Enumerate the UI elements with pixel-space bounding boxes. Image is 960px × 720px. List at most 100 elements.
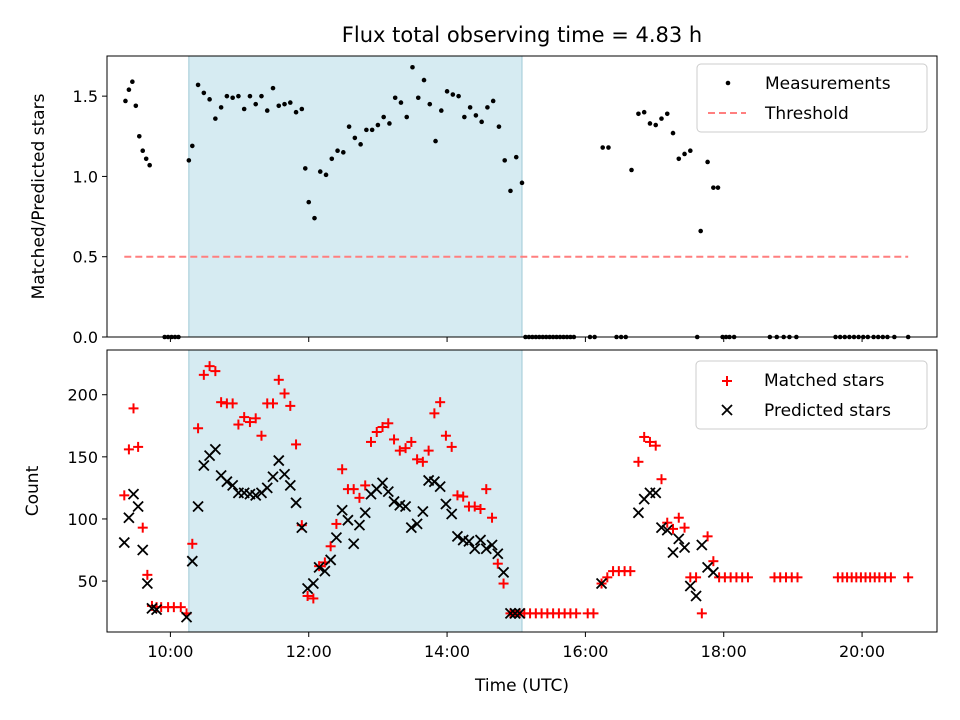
predicted-star-point	[661, 524, 673, 536]
measurement-point	[259, 93, 264, 99]
x-tick-label: 14:00	[424, 642, 470, 661]
measurement-point	[711, 185, 716, 190]
predicted-star-point	[474, 534, 487, 546]
matched-star-point	[331, 518, 342, 529]
measurement-point	[381, 114, 386, 120]
measurement-point	[369, 127, 375, 133]
legend-x-mark	[721, 404, 733, 416]
predicted-star-point	[595, 577, 608, 590]
matched-star-point	[256, 430, 267, 441]
matched-star-point	[193, 423, 204, 434]
matched-star-point	[691, 572, 702, 583]
matched-star-point	[469, 501, 480, 512]
matched-star-point	[210, 366, 221, 377]
measurement-point	[190, 143, 195, 149]
matched-star-point	[742, 572, 753, 583]
matched-star-point	[337, 464, 348, 475]
measurement-point	[293, 109, 299, 115]
legend-threshold-label: Threshold	[764, 104, 849, 124]
y-tick-label: 0.0	[73, 328, 98, 347]
matched-star-point	[216, 397, 227, 408]
measurement-point	[450, 92, 456, 97]
matched-star-point	[625, 566, 636, 577]
measurement-point	[473, 113, 479, 118]
measurement-point	[659, 116, 664, 121]
top-plot-frame	[106, 55, 938, 338]
matched-star-point	[498, 578, 509, 589]
y-tick-label: 1.5	[73, 87, 98, 106]
top-legend: Measurements Threshold	[696, 63, 928, 133]
measurement-point	[519, 180, 525, 186]
predicted-star-point	[250, 489, 262, 501]
matched-star-point	[123, 444, 134, 455]
predicted-star-point	[284, 479, 296, 492]
matched-star-point	[633, 456, 644, 467]
y-tick-label: 50	[78, 572, 98, 591]
x-tick-label: 10:00	[147, 642, 193, 661]
matched-star-point	[142, 569, 153, 580]
bottom-x-axis: 10:00 12:00 14:00 16:00 18:00 20:00	[147, 632, 885, 661]
measurement-point	[670, 130, 676, 136]
predicted-star-point	[451, 530, 464, 542]
predicted-star-point	[382, 485, 394, 498]
x-tick-label: 16:00	[562, 642, 608, 661]
measurement-point	[236, 93, 241, 99]
predicted-star-point	[632, 507, 645, 519]
measurement-point	[676, 156, 682, 162]
matched-star-point	[279, 388, 290, 399]
predicted-star-point	[480, 543, 492, 555]
predicted-star-point	[307, 577, 319, 590]
predicted-star-point	[463, 535, 475, 547]
predicted-star-point	[118, 536, 130, 549]
matched-star-point	[137, 522, 148, 533]
matched-star-point	[656, 474, 667, 485]
x-tick-label: 18:00	[701, 642, 747, 661]
measurement-point	[147, 162, 152, 168]
matched-star-point	[133, 441, 144, 452]
predicted-star-point	[336, 504, 348, 516]
measurement-point	[241, 106, 247, 112]
measurement-point	[186, 158, 192, 163]
measurement-point	[600, 145, 605, 150]
measurement-point	[456, 93, 461, 99]
predicted-star-point	[261, 482, 273, 494]
matched-star-point	[198, 369, 209, 380]
predicted-star-point	[127, 488, 140, 500]
measurement-point	[352, 135, 358, 141]
measurement-point	[264, 108, 270, 113]
predicted-star-point	[325, 554, 337, 566]
matched-star-point	[119, 490, 130, 501]
predicted-star-point	[186, 555, 198, 567]
matched-star-point	[679, 522, 690, 533]
measurement-point	[358, 142, 363, 147]
matched-star-point	[250, 413, 261, 424]
measurement-point	[398, 100, 404, 105]
measurement-point	[606, 145, 611, 150]
matched-star-point	[673, 512, 684, 523]
measurement-point	[404, 114, 410, 120]
matched-star-point	[377, 422, 388, 433]
predicted-star-point	[434, 481, 446, 493]
predicted-star-points	[118, 443, 719, 623]
predicted-star-point	[469, 543, 481, 555]
predicted-star-point	[330, 531, 343, 544]
predicted-star-point	[290, 497, 302, 509]
predicted-star-point	[417, 505, 429, 518]
measurement-point	[427, 101, 433, 107]
measurement-point	[287, 100, 293, 105]
predicted-star-point	[405, 522, 417, 534]
measurement-point	[207, 97, 212, 102]
measurement-point	[329, 156, 335, 162]
matched-star-point	[481, 484, 492, 495]
bottom-legend: Matched stars Predicted stars	[695, 360, 928, 430]
predicted-star-point	[690, 590, 702, 602]
measurement-point	[130, 79, 135, 84]
x-tick-label: 20:00	[839, 642, 885, 661]
matched-star-point	[440, 430, 451, 441]
predicted-star-point	[313, 561, 325, 574]
matched-star-point	[435, 397, 446, 408]
predicted-star-point	[342, 514, 354, 526]
legend-predicted-label: Predicted stars	[764, 401, 891, 421]
matched-star-point	[360, 480, 371, 491]
measurement-point	[213, 116, 218, 121]
